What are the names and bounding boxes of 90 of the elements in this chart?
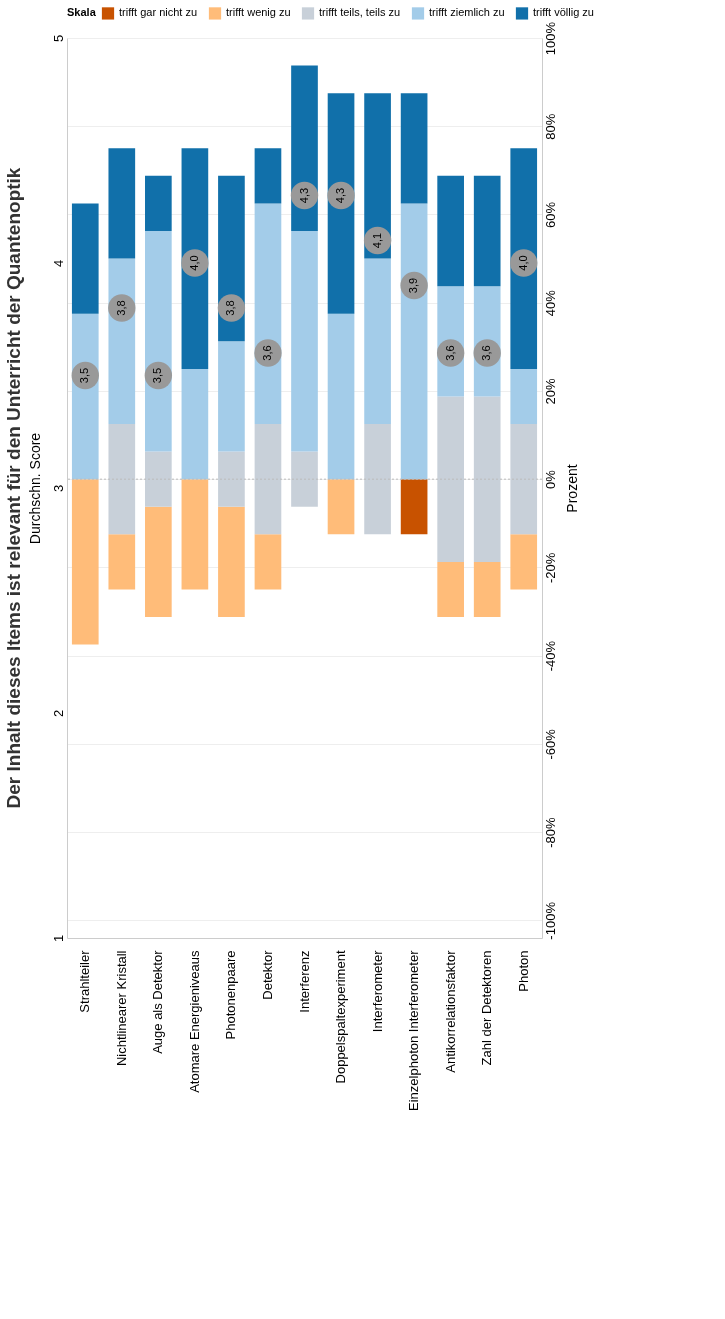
bar [400,479,428,535]
y-axis-title: Prozent [563,464,580,513]
bar [327,313,355,480]
bar [510,368,538,425]
x-tick-label: Interferenz [296,950,312,1013]
y-tick-label: -20% [542,552,558,584]
bar [71,203,99,314]
bar [400,203,428,480]
bar [254,534,282,590]
y-tick-label: -80% [542,817,558,848]
y2-tick-label: 4 [50,259,66,268]
y-tick-label: 60% [542,201,558,228]
y2-tick-label: 3 [50,484,66,493]
legend-label: trifft teils, teils zu [319,6,401,19]
y2-axis-title: Durchschn. Score [26,432,43,545]
y-tick-label: 20% [542,378,558,405]
bar [218,341,245,452]
bar [145,175,172,232]
y-tick-label: 100% [542,21,558,56]
y2-tick-label: 1 [50,934,66,943]
y2-tick-label: 5 [50,34,66,43]
data-label: 3,6 [260,345,273,361]
y-tick-label: 0% [542,469,558,490]
y-tick-label: -40% [542,640,558,672]
bar [437,396,464,562]
bar [364,258,391,425]
data-label: 3,8 [114,300,127,316]
x-tick-label: Detektor [259,949,275,1000]
legend-label: trifft ziemlich zu [429,6,505,19]
y-tick-label: -60% [542,728,558,760]
data-label: 4,1 [370,232,383,249]
bar [254,424,282,535]
bar [291,451,318,507]
y-tick-label: 40% [542,289,558,317]
x-tick-label: Einzelphoton Interferometer [406,949,422,1111]
bar [510,534,538,590]
bar [218,506,245,618]
data-label: 3,6 [480,345,493,361]
y2-tick-label: 2 [50,709,66,718]
data-label: 4,3 [297,187,310,204]
bar [145,451,172,507]
bar [145,506,172,618]
data-label: 3,6 [443,345,456,361]
bar [437,561,464,618]
bar [145,231,172,452]
text: Der Inhalt dieses Items ist relevant für den Unterricht der Quantenoptik [3,167,24,809]
bar [254,148,282,204]
data-label: 4,3 [334,187,347,204]
bar [510,148,538,369]
x-tick-label: Interferometer [369,949,385,1033]
bar [181,479,209,590]
bar [473,561,501,618]
bar [364,424,391,535]
x-tick-label: Doppelspaltexperiment [333,950,349,1084]
bar [218,451,245,507]
bar [108,148,136,259]
bar [71,479,99,645]
data-label: 3,5 [78,367,91,384]
bar [108,534,136,590]
bar [327,479,355,535]
bar [181,148,209,369]
bar [473,175,501,287]
data-label: 4,0 [516,255,529,271]
x-tick-label: Photon [515,950,531,992]
data-label: 3,5 [151,367,164,384]
legend-label: trifft gar nicht zu [119,6,198,19]
bar [400,93,428,204]
data-label: 3,8 [224,300,237,316]
x-tick-label: Atomare Energieniveaus [186,950,202,1093]
x-tick-label: Photonenpaare [223,950,239,1040]
legend-title: Skala [67,6,97,18]
y-tick-label: 80% [542,113,558,140]
x-tick-label: Zahl der Detektoren [479,950,495,1066]
data-label: 4,0 [187,255,200,271]
bar [108,424,136,535]
legend-label: trifft wenig zu [226,6,291,19]
data-label: 3,9 [407,277,420,294]
bar [437,175,464,287]
bar [254,203,282,425]
x-tick-label: Antikorrelationsfaktor [442,949,458,1073]
bar [510,424,538,535]
x-tick-label: Strahlteiler [77,949,93,1013]
x-tick-label: Nichtlinearer Kristall [113,950,129,1067]
bar [181,368,209,480]
x-tick-label: Auge als Detektor [150,949,166,1054]
bar [327,93,355,314]
y-tick-label: -100% [542,901,558,940]
bar [473,396,501,562]
legend-label: trifft völlig zu [533,6,594,19]
bar [291,231,318,452]
